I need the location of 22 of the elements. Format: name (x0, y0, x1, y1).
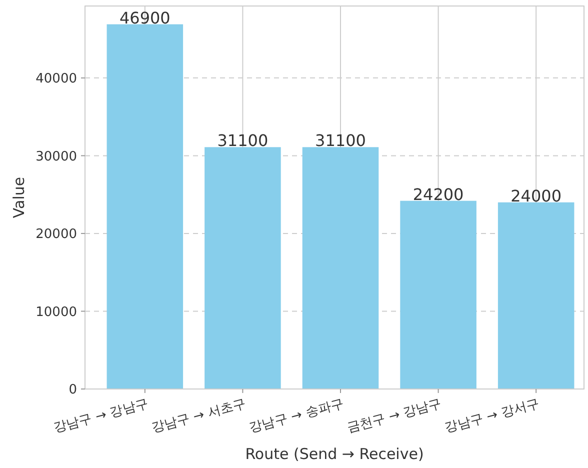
y-tick-label: 20000 (36, 227, 77, 242)
x-tick-label: 금천구 → 강남구 (346, 396, 444, 436)
y-tick-label: 30000 (36, 149, 77, 164)
x-tick-label: 강남구 → 강남구 (52, 396, 150, 436)
bar (302, 147, 379, 389)
data-label: 31100 (217, 131, 268, 150)
y-tick-label: 0 (68, 382, 77, 398)
bar (498, 202, 574, 389)
data-label: 24200 (412, 184, 464, 204)
x-tick-label: 강남구 → 서초구 (150, 396, 248, 436)
bar (400, 200, 476, 389)
x-tick-label: 강남구 → 강서구 (443, 396, 542, 436)
bar (204, 147, 281, 389)
bar (106, 24, 184, 389)
y-tick-label: 40000 (36, 71, 77, 86)
x-axis-title: Route (Send → Receive) (245, 445, 424, 463)
data-label: 46900 (119, 8, 170, 28)
y-tick-label: 10000 (36, 304, 77, 320)
data-label: 31100 (315, 131, 366, 150)
y-axis-title: Value (10, 176, 28, 218)
x-tick-label: 강남구 → 송파구 (248, 396, 346, 436)
data-label: 24000 (510, 186, 562, 206)
